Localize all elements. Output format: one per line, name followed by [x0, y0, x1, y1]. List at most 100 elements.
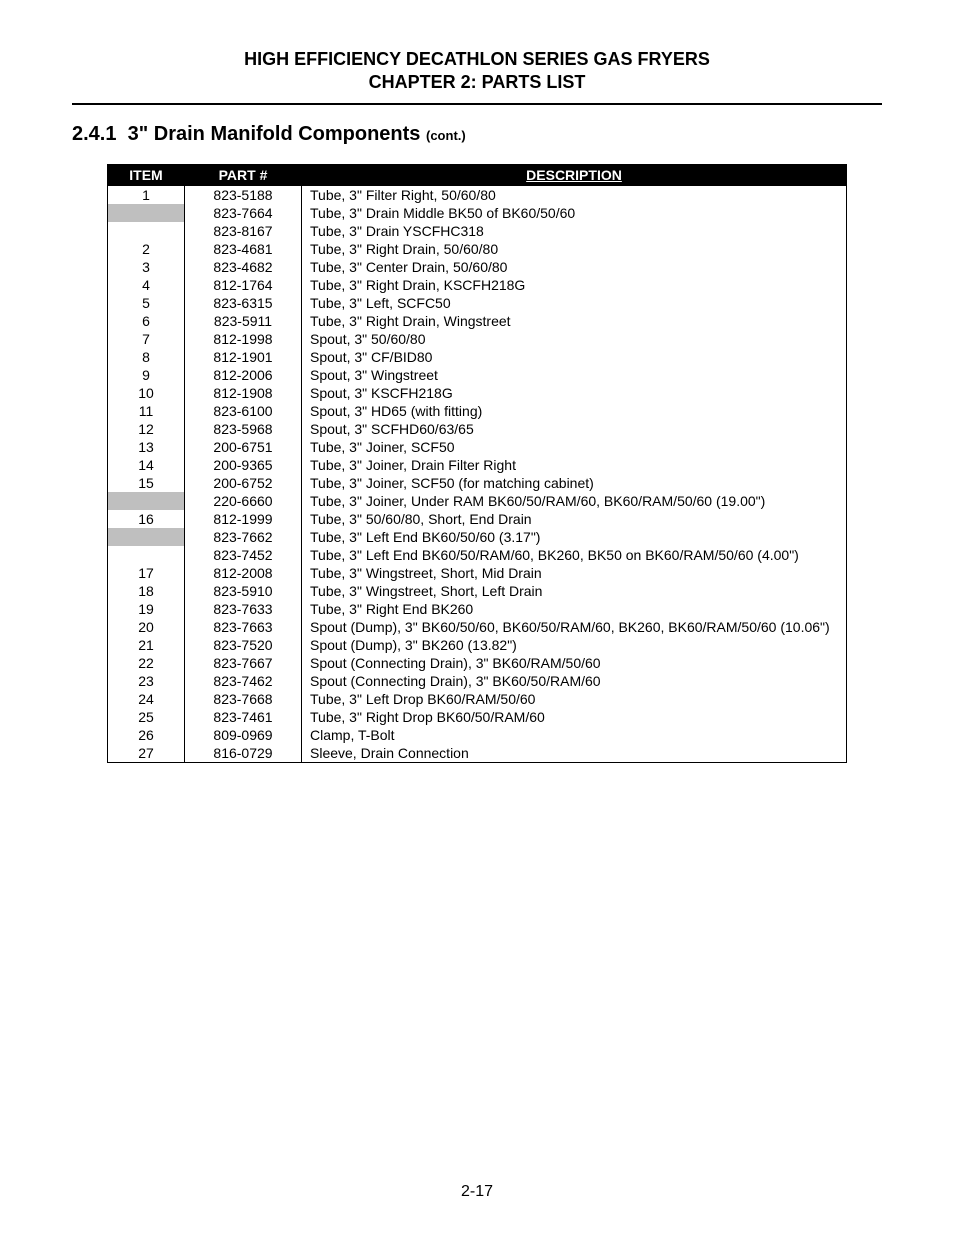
cell-desc: Tube, 3" Right Drain, KSCFH218G [302, 276, 847, 294]
col-header-item: ITEM [108, 165, 185, 186]
table-row: 19823-7633Tube, 3" Right End BK260 [108, 600, 847, 618]
table-row: 7812-1998Spout, 3" 50/60/80 [108, 330, 847, 348]
table-row: 8812-1901Spout, 3" CF/BID80 [108, 348, 847, 366]
table-row: 5823-6315Tube, 3" Left, SCFC50 [108, 294, 847, 312]
section-cont: (cont.) [426, 128, 466, 143]
table-row: 24823-7668Tube, 3" Left Drop BK60/RAM/50… [108, 690, 847, 708]
cell-desc: Tube, 3" Right Drain, Wingstreet [302, 312, 847, 330]
cell-item: 24 [108, 690, 185, 708]
cell-desc: Tube, 3" Left, SCFC50 [302, 294, 847, 312]
cell-part: 823-6100 [185, 402, 302, 420]
cell-part: 823-7664 [185, 204, 302, 222]
table-row: 4812-1764Tube, 3" Right Drain, KSCFH218G [108, 276, 847, 294]
cell-desc: Spout (Connecting Drain), 3" BK60/50/RAM… [302, 672, 847, 690]
table-row: 220-6660Tube, 3" Joiner, Under RAM BK60/… [108, 492, 847, 510]
cell-desc: Tube, 3" Left End BK60/50/RAM/60, BK260,… [302, 546, 847, 564]
cell-part: 823-7462 [185, 672, 302, 690]
cell-item [108, 528, 185, 546]
cell-part: 823-8167 [185, 222, 302, 240]
cell-part: 823-7663 [185, 618, 302, 636]
table-row: 22823-7667Spout (Connecting Drain), 3" B… [108, 654, 847, 672]
cell-item: 14 [108, 456, 185, 474]
cell-item: 16 [108, 510, 185, 528]
cell-part: 812-1998 [185, 330, 302, 348]
cell-item: 23 [108, 672, 185, 690]
cell-desc: Tube, 3" Joiner, SCF50 [302, 438, 847, 456]
cell-item: 10 [108, 384, 185, 402]
cell-part: 823-7667 [185, 654, 302, 672]
page: HIGH EFFICIENCY DECATHLON SERIES GAS FRY… [0, 0, 954, 1235]
header-line-1: HIGH EFFICIENCY DECATHLON SERIES GAS FRY… [72, 48, 882, 71]
cell-item: 25 [108, 708, 185, 726]
page-number: 2-17 [0, 1183, 954, 1201]
cell-item: 26 [108, 726, 185, 744]
cell-desc: Spout, 3" CF/BID80 [302, 348, 847, 366]
cell-desc: Tube, 3" Center Drain, 50/60/80 [302, 258, 847, 276]
cell-desc: Spout, 3" HD65 (with fitting) [302, 402, 847, 420]
cell-item: 4 [108, 276, 185, 294]
cell-part: 200-9365 [185, 456, 302, 474]
table-row: 823-7664Tube, 3" Drain Middle BK50 of BK… [108, 204, 847, 222]
table-row: 823-8167Tube, 3" Drain YSCFHC318 [108, 222, 847, 240]
table-row: 12823-5968Spout, 3" SCFHD60/63/65 [108, 420, 847, 438]
cell-item [108, 546, 185, 564]
cell-desc: Tube, 3" Wingstreet, Short, Mid Drain [302, 564, 847, 582]
cell-item: 21 [108, 636, 185, 654]
parts-table: ITEM PART # DESCRIPTION 1823-5188Tube, 3… [107, 164, 847, 763]
cell-desc: Tube, 3" Wingstreet, Short, Left Drain [302, 582, 847, 600]
cell-part: 200-6751 [185, 438, 302, 456]
table-row: 1823-5188Tube, 3" Filter Right, 50/60/80 [108, 186, 847, 205]
cell-desc: Tube, 3" Joiner, Under RAM BK60/50/RAM/6… [302, 492, 847, 510]
cell-part: 823-7452 [185, 546, 302, 564]
cell-desc: Tube, 3" Left End BK60/50/60 (3.17") [302, 528, 847, 546]
cell-part: 812-1764 [185, 276, 302, 294]
cell-item: 15 [108, 474, 185, 492]
cell-item: 2 [108, 240, 185, 258]
cell-item: 6 [108, 312, 185, 330]
cell-part: 823-5910 [185, 582, 302, 600]
header-rule [72, 103, 882, 105]
cell-desc: Tube, 3" 50/60/80, Short, End Drain [302, 510, 847, 528]
table-row: 16812-1999Tube, 3" 50/60/80, Short, End … [108, 510, 847, 528]
cell-part: 809-0969 [185, 726, 302, 744]
cell-item [108, 222, 185, 240]
section-number: 2.4.1 [72, 123, 116, 145]
cell-part: 823-7520 [185, 636, 302, 654]
cell-item: 8 [108, 348, 185, 366]
table-row: 2823-4681Tube, 3" Right Drain, 50/60/80 [108, 240, 847, 258]
table-row: 823-7452Tube, 3" Left End BK60/50/RAM/60… [108, 546, 847, 564]
cell-part: 812-2006 [185, 366, 302, 384]
table-row: 823-7662Tube, 3" Left End BK60/50/60 (3.… [108, 528, 847, 546]
table-header-row: ITEM PART # DESCRIPTION [108, 165, 847, 186]
cell-desc: Spout, 3" 50/60/80 [302, 330, 847, 348]
cell-item: 5 [108, 294, 185, 312]
col-header-desc: DESCRIPTION [302, 165, 847, 186]
cell-part: 200-6752 [185, 474, 302, 492]
cell-part: 823-7668 [185, 690, 302, 708]
cell-part: 823-5188 [185, 186, 302, 205]
cell-part: 823-4682 [185, 258, 302, 276]
cell-item: 22 [108, 654, 185, 672]
cell-part: 812-1999 [185, 510, 302, 528]
cell-desc: Spout (Dump), 3" BK60/50/60, BK60/50/RAM… [302, 618, 847, 636]
cell-desc: Tube, 3" Joiner, Drain Filter Right [302, 456, 847, 474]
cell-part: 220-6660 [185, 492, 302, 510]
cell-part: 823-7633 [185, 600, 302, 618]
table-row: 18823-5910Tube, 3" Wingstreet, Short, Le… [108, 582, 847, 600]
table-row: 3823-4682Tube, 3" Center Drain, 50/60/80 [108, 258, 847, 276]
cell-part: 812-2008 [185, 564, 302, 582]
cell-desc: Tube, 3" Drain Middle BK50 of BK60/50/60 [302, 204, 847, 222]
section-name: 3" Drain Manifold Components [128, 123, 421, 145]
table-row: 11823-6100Spout, 3" HD65 (with fitting) [108, 402, 847, 420]
cell-item: 13 [108, 438, 185, 456]
cell-desc: Spout, 3" KSCFH218G [302, 384, 847, 402]
cell-desc: Tube, 3" Joiner, SCF50 (for matching cab… [302, 474, 847, 492]
cell-desc: Tube, 3" Right Drop BK60/50/RAM/60 [302, 708, 847, 726]
table-row: 10812-1908Spout, 3" KSCFH218G [108, 384, 847, 402]
cell-part: 823-5968 [185, 420, 302, 438]
cell-desc: Tube, 3" Filter Right, 50/60/80 [302, 186, 847, 205]
cell-item [108, 204, 185, 222]
cell-desc: Spout (Connecting Drain), 3" BK60/RAM/50… [302, 654, 847, 672]
table-row: 26809-0969Clamp, T-Bolt [108, 726, 847, 744]
cell-desc: Spout (Dump), 3" BK260 (13.82") [302, 636, 847, 654]
